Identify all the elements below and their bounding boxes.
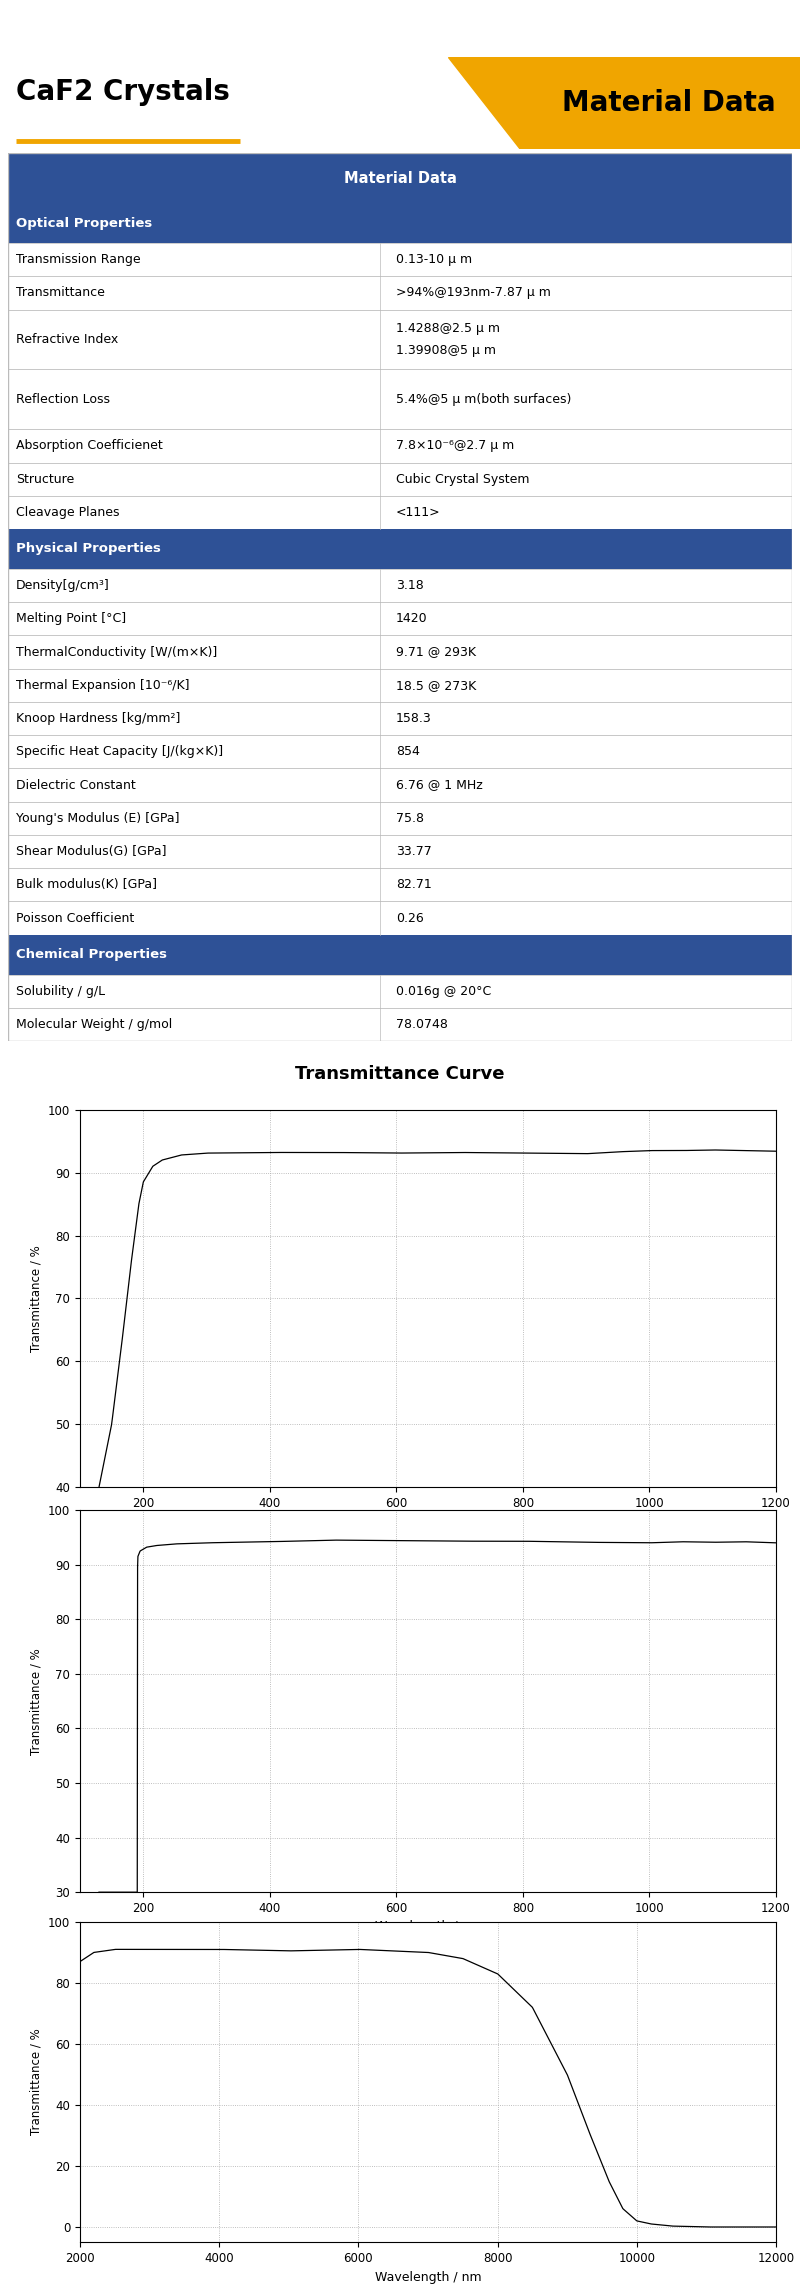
FancyBboxPatch shape <box>8 901 792 934</box>
Text: Bulk modulus(K) [GPa]: Bulk modulus(K) [GPa] <box>16 879 157 892</box>
FancyBboxPatch shape <box>8 153 792 204</box>
Text: Physical Properties: Physical Properties <box>16 542 161 556</box>
X-axis label: Wavelength / nm: Wavelength / nm <box>374 1515 482 1528</box>
FancyBboxPatch shape <box>8 702 792 734</box>
Text: Transmittance: Transmittance <box>16 286 105 300</box>
Text: Density[g/cm³]: Density[g/cm³] <box>16 579 110 593</box>
Text: Absorption Coefficienet: Absorption Coefficienet <box>16 439 162 453</box>
FancyBboxPatch shape <box>8 835 792 867</box>
FancyBboxPatch shape <box>8 570 792 602</box>
FancyBboxPatch shape <box>8 277 792 309</box>
Text: Material Data: Material Data <box>562 89 776 117</box>
FancyBboxPatch shape <box>8 204 792 243</box>
Text: 75.8: 75.8 <box>396 812 424 824</box>
FancyBboxPatch shape <box>8 668 792 702</box>
Text: 7.8×10⁻⁶@2.7 μ m: 7.8×10⁻⁶@2.7 μ m <box>396 439 514 453</box>
FancyBboxPatch shape <box>8 1007 792 1041</box>
Y-axis label: Transmittance / %: Transmittance / % <box>30 1647 42 1755</box>
Text: 82.71: 82.71 <box>396 879 432 892</box>
Text: 158.3: 158.3 <box>396 712 432 725</box>
FancyBboxPatch shape <box>8 529 792 570</box>
Text: Young's Modulus (E) [GPa]: Young's Modulus (E) [GPa] <box>16 812 179 824</box>
Text: 78.0748: 78.0748 <box>396 1018 448 1032</box>
FancyBboxPatch shape <box>8 368 792 430</box>
Text: Optical Properties: Optical Properties <box>16 217 152 229</box>
Text: Poisson Coefficient: Poisson Coefficient <box>16 911 134 924</box>
FancyBboxPatch shape <box>8 602 792 636</box>
Text: >94%@193nm-7.87 μ m: >94%@193nm-7.87 μ m <box>396 286 551 300</box>
FancyBboxPatch shape <box>8 801 792 835</box>
Text: 1.39908@5 μ m: 1.39908@5 μ m <box>396 343 496 357</box>
Text: Dielectric Constant: Dielectric Constant <box>16 778 135 792</box>
Text: 3.18: 3.18 <box>396 579 424 593</box>
FancyBboxPatch shape <box>8 975 792 1007</box>
Text: 33.77: 33.77 <box>396 844 432 858</box>
Text: Material Data: Material Data <box>343 172 457 185</box>
Text: 0.016g @ 20°C: 0.016g @ 20°C <box>396 984 491 998</box>
Text: Transmission Range: Transmission Range <box>16 254 141 265</box>
Text: Molecular Weight / g/mol: Molecular Weight / g/mol <box>16 1018 172 1032</box>
FancyBboxPatch shape <box>8 430 792 462</box>
Text: 854: 854 <box>396 746 420 757</box>
Polygon shape <box>448 57 800 149</box>
FancyBboxPatch shape <box>8 867 792 901</box>
FancyBboxPatch shape <box>8 496 792 529</box>
Text: 9.71 @ 293K: 9.71 @ 293K <box>396 645 476 659</box>
Text: Cubic Crystal System: Cubic Crystal System <box>396 474 530 485</box>
Text: 6.76 @ 1 MHz: 6.76 @ 1 MHz <box>396 778 483 792</box>
Text: Structure: Structure <box>16 474 74 485</box>
FancyBboxPatch shape <box>8 309 792 368</box>
FancyBboxPatch shape <box>8 462 792 496</box>
Text: 1420: 1420 <box>396 613 428 625</box>
Y-axis label: Transmittance / %: Transmittance / % <box>30 1245 42 1352</box>
Y-axis label: Transmittance / %: Transmittance / % <box>30 2029 42 2135</box>
Text: <111>: <111> <box>396 506 441 519</box>
Text: 0.13-10 μ m: 0.13-10 μ m <box>396 254 472 265</box>
Text: Knoop Hardness [kg/mm²]: Knoop Hardness [kg/mm²] <box>16 712 180 725</box>
Text: Specific Heat Capacity [J/(kg×K)]: Specific Heat Capacity [J/(kg×K)] <box>16 746 223 757</box>
Text: Thermal Expansion [10⁻⁶/K]: Thermal Expansion [10⁻⁶/K] <box>16 680 190 691</box>
Text: Reflection Loss: Reflection Loss <box>16 394 110 405</box>
Text: 18.5 @ 273K: 18.5 @ 273K <box>396 680 476 691</box>
Text: 5.4%@5 μ m(both surfaces): 5.4%@5 μ m(both surfaces) <box>396 394 571 405</box>
FancyBboxPatch shape <box>8 243 792 277</box>
Text: ThermalConductivity [W/(m×K)]: ThermalConductivity [W/(m×K)] <box>16 645 217 659</box>
Text: CaF2 Crystals: CaF2 Crystals <box>16 78 230 105</box>
Text: Refractive Index: Refractive Index <box>16 334 118 345</box>
FancyBboxPatch shape <box>8 636 792 668</box>
Text: 0.26: 0.26 <box>396 911 424 924</box>
Text: Cleavage Planes: Cleavage Planes <box>16 506 119 519</box>
Text: Shear Modulus(G) [GPa]: Shear Modulus(G) [GPa] <box>16 844 166 858</box>
Text: Melting Point [°C]: Melting Point [°C] <box>16 613 126 625</box>
X-axis label: Wavelength / nm: Wavelength / nm <box>374 1920 482 1933</box>
Text: Transmittance Curve: Transmittance Curve <box>295 1066 505 1082</box>
Text: Solubility / g/L: Solubility / g/L <box>16 984 105 998</box>
X-axis label: Wavelength / nm: Wavelength / nm <box>374 2270 482 2283</box>
Text: 1.4288@2.5 μ m: 1.4288@2.5 μ m <box>396 323 500 336</box>
FancyBboxPatch shape <box>8 934 792 975</box>
FancyBboxPatch shape <box>8 769 792 801</box>
Text: Chemical Properties: Chemical Properties <box>16 947 167 961</box>
FancyBboxPatch shape <box>8 734 792 769</box>
